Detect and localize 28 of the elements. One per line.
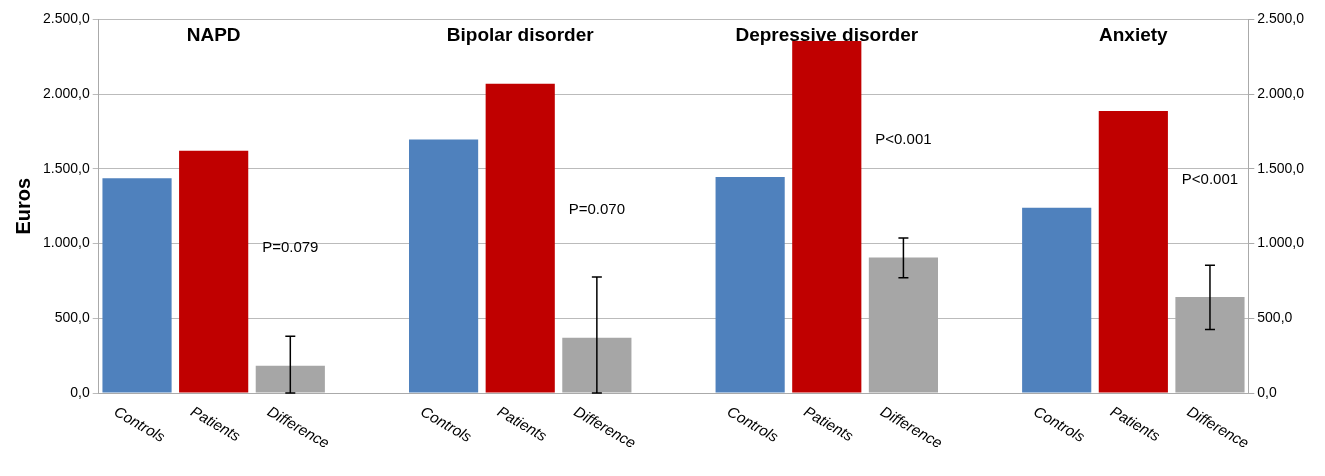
annotation: P<0.001 xyxy=(1181,169,1239,187)
bar xyxy=(715,176,785,393)
annotation: P<0.001 xyxy=(875,130,932,148)
y2-tick-label: 500,0 xyxy=(1257,309,1293,326)
y2-tick-label: 1.000,0 xyxy=(1257,234,1305,251)
bar xyxy=(179,150,249,393)
y-tick-label: 1.000,0 xyxy=(42,234,90,251)
bar xyxy=(1022,207,1092,393)
annotation: Bipolar disorder xyxy=(446,23,595,45)
y2-tick-label: 2.500,0 xyxy=(1257,10,1305,27)
y-tick-label: 0,0 xyxy=(70,383,90,400)
y-axis-title: Euros xyxy=(11,177,34,235)
y-tick-label: 1.500,0 xyxy=(42,159,90,176)
annotation: P=0.070 xyxy=(568,199,626,217)
y-tick-label: 2.000,0 xyxy=(42,84,90,101)
annotation: P=0.079 xyxy=(262,238,319,256)
y2-tick-label: 1.500,0 xyxy=(1257,159,1305,176)
annotation: Anxiety xyxy=(1099,23,1169,45)
bar xyxy=(409,139,479,393)
y2-tick-label: 2.000,0 xyxy=(1257,84,1305,101)
bar xyxy=(1098,111,1168,393)
annotation: NAPD xyxy=(186,23,241,45)
y-tick-label: 2.500,0 xyxy=(42,10,90,27)
annotation: Depressive disorder xyxy=(735,23,919,45)
bar xyxy=(102,178,172,393)
y2-tick-label: 0,0 xyxy=(1257,383,1277,400)
y-tick-label: 500,0 xyxy=(54,309,90,326)
bar xyxy=(485,83,555,393)
